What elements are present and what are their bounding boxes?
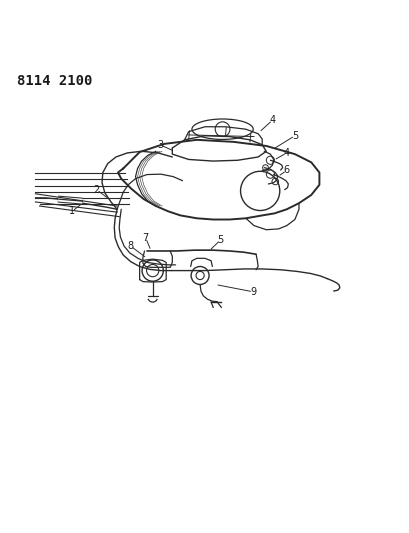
Text: 1: 1 (69, 206, 75, 216)
Text: 4: 4 (283, 148, 289, 158)
Text: 3: 3 (157, 140, 163, 150)
Text: 4: 4 (269, 115, 275, 125)
Text: 5: 5 (217, 235, 223, 245)
Text: 8114 2100: 8114 2100 (17, 75, 92, 88)
Text: 2: 2 (93, 184, 100, 195)
Text: 8: 8 (127, 241, 133, 251)
Text: 7: 7 (142, 233, 148, 243)
Text: 9: 9 (249, 287, 256, 297)
Text: 5: 5 (291, 131, 297, 141)
Text: 6: 6 (283, 165, 289, 175)
